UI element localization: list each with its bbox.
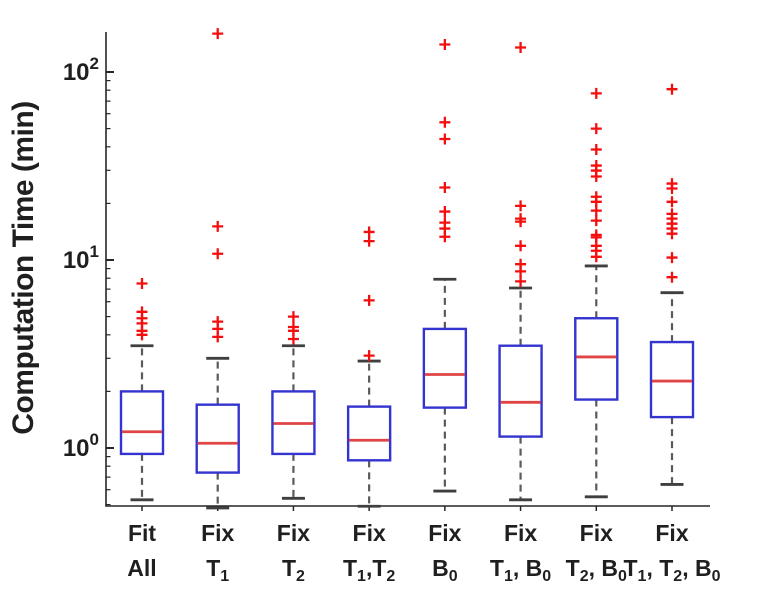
y-tick-label: 102 xyxy=(63,54,99,86)
box-rect xyxy=(422,327,468,409)
x-tick-label-line2: T1, B0 xyxy=(490,555,551,585)
box-group-1 xyxy=(119,277,165,511)
box-group-7 xyxy=(574,87,619,511)
outlier-marker xyxy=(666,178,678,190)
outlier-marker xyxy=(439,217,451,229)
outlier-marker xyxy=(439,133,451,145)
outlier-marker xyxy=(590,144,602,156)
box-group-6 xyxy=(498,41,543,511)
outlier-marker xyxy=(515,258,527,270)
x-tick-label-line1: Fix xyxy=(655,520,688,546)
outlier-marker xyxy=(590,87,602,99)
x-tick-label-line2: T1,T2 xyxy=(343,555,395,585)
box-rect xyxy=(119,390,165,456)
outlier-marker xyxy=(590,215,602,227)
outlier-marker xyxy=(515,240,527,252)
box-rect xyxy=(574,317,619,401)
outlier-marker xyxy=(590,160,602,172)
x-tick-label-line1: Fix xyxy=(201,520,234,546)
x-tick-label-line2: T2, B0 xyxy=(566,555,627,585)
box-group-3 xyxy=(271,311,316,511)
outlier-marker xyxy=(363,350,375,362)
box-rect xyxy=(195,403,240,474)
outlier-marker xyxy=(666,196,678,208)
outlier-marker xyxy=(590,123,602,135)
x-tick-label-line2: T1 xyxy=(206,555,229,585)
x-tick-label-line1: Fit xyxy=(128,520,156,546)
x-tick-label-line1: Fix xyxy=(504,520,537,546)
outlier-marker xyxy=(439,206,451,218)
outlier-marker xyxy=(212,220,224,232)
box-group-8 xyxy=(649,83,695,511)
outlier-marker xyxy=(515,275,527,287)
outlier-marker xyxy=(515,213,527,225)
outlier-marker xyxy=(439,116,451,128)
x-tick-label-line1: Fix xyxy=(277,520,310,546)
outlier-marker xyxy=(136,306,148,318)
outlier-marker xyxy=(363,294,375,306)
outlier-marker xyxy=(590,229,602,241)
x-tick-label-line2: T1, T2, B0 xyxy=(623,555,720,585)
x-tick-label-line2: B0 xyxy=(432,555,458,585)
outlier-marker xyxy=(515,41,527,53)
outlier-marker xyxy=(212,316,224,328)
outlier-marker xyxy=(212,28,224,40)
outlier-marker xyxy=(666,252,678,264)
x-tick-label-line2: T2 xyxy=(282,555,305,585)
outlier-marker xyxy=(363,226,375,238)
box-rect xyxy=(498,344,543,438)
axes xyxy=(105,32,710,507)
box-group-2 xyxy=(195,28,240,511)
x-tick-label-line1: Fix xyxy=(580,520,613,546)
outlier-marker xyxy=(439,39,451,51)
y-tick-label: 101 xyxy=(63,242,99,274)
x-tick-label-line1: Fix xyxy=(353,520,386,546)
outlier-marker xyxy=(439,182,451,194)
axis-spines xyxy=(105,32,710,507)
box-rect xyxy=(346,405,392,462)
outlier-marker xyxy=(287,311,299,323)
box-rect xyxy=(649,340,695,419)
outlier-marker xyxy=(212,248,224,260)
x-tick-label-line2: All xyxy=(127,555,156,581)
outlier-marker xyxy=(515,200,527,212)
y-tick-label: 100 xyxy=(63,430,99,462)
outlier-marker xyxy=(287,321,299,333)
box-group-5 xyxy=(422,39,468,511)
outlier-marker xyxy=(666,271,678,283)
outlier-marker xyxy=(590,191,602,203)
outlier-marker xyxy=(666,83,678,95)
x-tick-label-line1: Fix xyxy=(428,520,461,546)
outlier-marker xyxy=(136,277,148,289)
box-group-4 xyxy=(346,226,392,511)
outlier-marker xyxy=(666,208,678,220)
outlier-marker xyxy=(363,235,375,247)
